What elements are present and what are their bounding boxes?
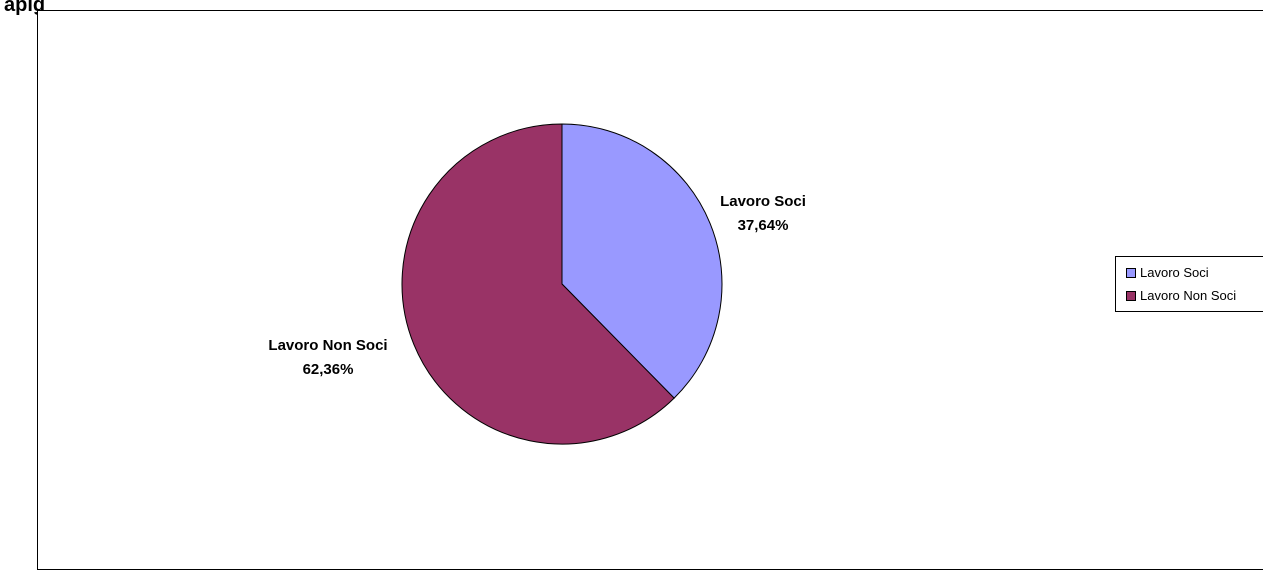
- legend-label-lavoro-soci: Lavoro Soci: [1140, 265, 1209, 280]
- slice-label-lavoro-soci: Lavoro Soci: [720, 193, 806, 210]
- slice-label-lavoro-non-soci: Lavoro Non Soci: [268, 337, 387, 354]
- legend-item-lavoro-non-soci: Lavoro Non Soci: [1126, 284, 1263, 307]
- slice-value-label-lavoro-soci: 37,64%: [738, 217, 789, 234]
- pie-chart: Lavoro Soci 37,64% Lavoro Non Soci 62,36%: [268, 123, 806, 445]
- slice-value-label-lavoro-non-soci: 62,36%: [303, 361, 354, 378]
- clipped-title-fragment: apig: [4, 0, 46, 16]
- legend-swatch-lavoro-soci: [1126, 267, 1136, 278]
- legend-label-lavoro-non-soci: Lavoro Non Soci: [1140, 288, 1237, 303]
- pie-slice-lavoro-soci: [561, 123, 723, 399]
- legend: Lavoro Soci Lavoro Non Soci: [1115, 256, 1263, 312]
- legend-swatch-lavoro-non-soci: [1126, 290, 1136, 301]
- pie-slice-lavoro-non-soci: [401, 123, 675, 445]
- legend-item-lavoro-soci: Lavoro Soci: [1126, 261, 1263, 284]
